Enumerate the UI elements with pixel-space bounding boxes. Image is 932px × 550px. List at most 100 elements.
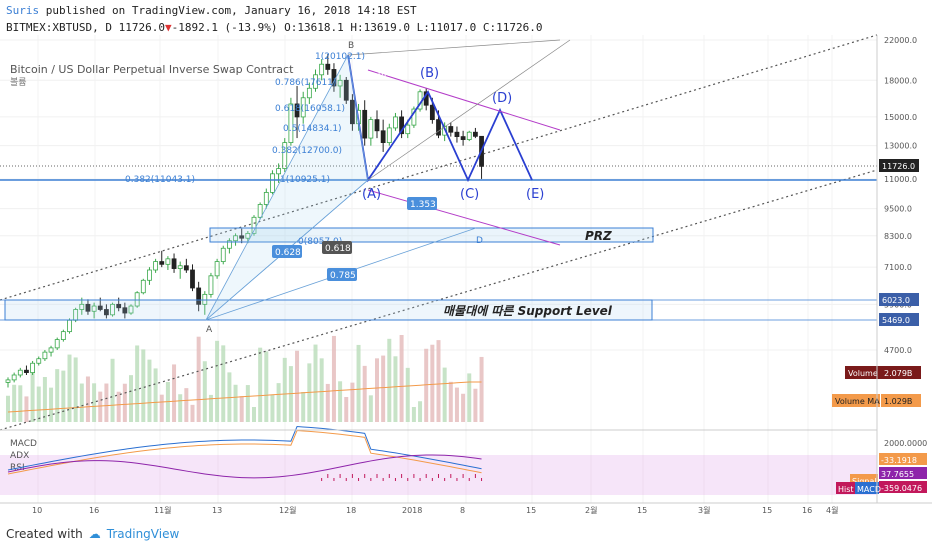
volume-bar	[264, 351, 269, 422]
volume-bar	[375, 358, 379, 422]
price-tick-label: 13000.0	[884, 142, 917, 151]
volume-bar	[98, 391, 103, 422]
fib-level-label: 0.5(14834.1)	[283, 124, 342, 134]
candle-body	[97, 305, 103, 310]
candle-body	[436, 119, 441, 136]
volume-bar	[49, 387, 54, 422]
candle-body	[60, 331, 66, 340]
volume-bar	[350, 382, 355, 422]
candle-body	[134, 292, 140, 307]
ratio-label: 1.353	[410, 200, 436, 210]
level2-label: 5469.0	[882, 316, 910, 325]
volume-bar	[85, 376, 90, 422]
volume-bar	[270, 394, 275, 422]
volume-bar	[184, 388, 189, 422]
volume-bar	[344, 397, 349, 422]
candle-body	[42, 351, 48, 360]
candle-body	[472, 131, 478, 137]
volume-bar	[190, 404, 195, 422]
volume-bar	[245, 385, 250, 422]
indicator-value-3-bg	[879, 481, 927, 493]
candle-body	[306, 87, 312, 99]
candle-body	[405, 124, 411, 135]
symbol: BITMEX:XBTUSD, D	[6, 21, 112, 34]
fib-level-label: 0.618(16058.1)	[275, 104, 345, 114]
volume-bar	[467, 373, 472, 422]
tradingview-brand[interactable]: TradingView	[106, 527, 180, 541]
candle-body	[104, 309, 109, 316]
volume-value: 2.079B	[884, 369, 912, 378]
footer: Created with ☁ TradingView	[6, 527, 179, 541]
candle-body	[30, 362, 36, 373]
volume-bar	[73, 357, 78, 422]
volume-bar	[30, 364, 35, 422]
time-tick-label: 10	[32, 506, 42, 515]
fib-level-label: 0.382(11043.1)	[125, 175, 195, 185]
price-tick-label: 18000.0	[884, 76, 917, 85]
indicator-value-1-bg	[879, 453, 927, 465]
fib-level-label: 1(10925.1)	[280, 175, 330, 185]
volume-bar	[172, 364, 177, 422]
candle-body	[17, 369, 23, 376]
author-name[interactable]: Suris	[6, 4, 40, 17]
volume-bar	[393, 356, 398, 422]
pattern-point-label: D	[476, 236, 483, 246]
volume-bar	[252, 407, 256, 422]
time-tick-label: 15	[526, 506, 536, 515]
macd-line	[7, 426, 482, 471]
volume-ma-line	[7, 381, 482, 413]
volume-bar	[362, 365, 367, 422]
fib-level-label: 0.71	[378, 69, 398, 79]
volume-bar	[141, 349, 146, 422]
publish-info: Suris published on TradingView.com, Janu…	[6, 4, 417, 17]
volume-bar	[356, 344, 361, 422]
tradingview-cloud-icon: ☁	[88, 527, 101, 541]
candle-body	[183, 265, 189, 271]
price-tick-label: 8300.0	[884, 232, 912, 241]
candle-body	[202, 293, 208, 305]
candle-body	[270, 173, 275, 193]
volume-bar	[18, 385, 23, 422]
time-tick-label: 16	[802, 506, 812, 515]
ratio-label: 0.785	[330, 271, 356, 281]
volume-bar	[24, 396, 29, 422]
candle-body	[380, 130, 386, 143]
fib-level-label: 0(8057.0)	[298, 237, 342, 247]
candle-body	[165, 258, 171, 265]
volume-bar	[79, 383, 84, 422]
price-tick-label: 15000.0	[884, 113, 917, 122]
candle-body	[79, 303, 85, 310]
candle-body	[257, 204, 263, 218]
candle-body	[196, 287, 202, 305]
volume-bar	[442, 367, 447, 422]
volume-bar	[92, 383, 97, 422]
indicator-label: MACD	[10, 439, 37, 449]
indicator-value-3: -359.0476	[881, 484, 922, 493]
volume-bar	[295, 350, 300, 422]
candle-body	[177, 265, 183, 269]
chart-title: Bitcoin / US Dollar Perpetual Inverse Sw…	[10, 63, 294, 76]
volume-bar	[325, 383, 330, 422]
time-tick-label: 18	[346, 506, 356, 515]
volume-bar	[411, 407, 416, 422]
candle-body	[263, 192, 269, 205]
volume-bar	[381, 355, 386, 422]
candle-body	[233, 235, 238, 242]
candle-body	[54, 339, 60, 349]
pattern-channel-bottom	[367, 189, 561, 246]
macd-tag-bg	[855, 482, 879, 494]
level1-label-bg	[879, 293, 919, 306]
pattern-point-label: (A)	[362, 187, 381, 202]
volume-bar	[319, 358, 324, 422]
ratio-label: 0.628	[275, 248, 301, 258]
volume-bar	[61, 370, 66, 422]
hist-tag: Hist	[838, 485, 854, 494]
candle-body	[48, 347, 54, 353]
volume-bar	[473, 388, 478, 422]
pattern-point-label: (B)	[420, 66, 439, 81]
time-tick-label: 8	[460, 506, 465, 515]
volume-bar	[215, 340, 220, 422]
candle-body	[91, 305, 97, 312]
fib-level-label: 1(20102.1)	[315, 52, 365, 62]
